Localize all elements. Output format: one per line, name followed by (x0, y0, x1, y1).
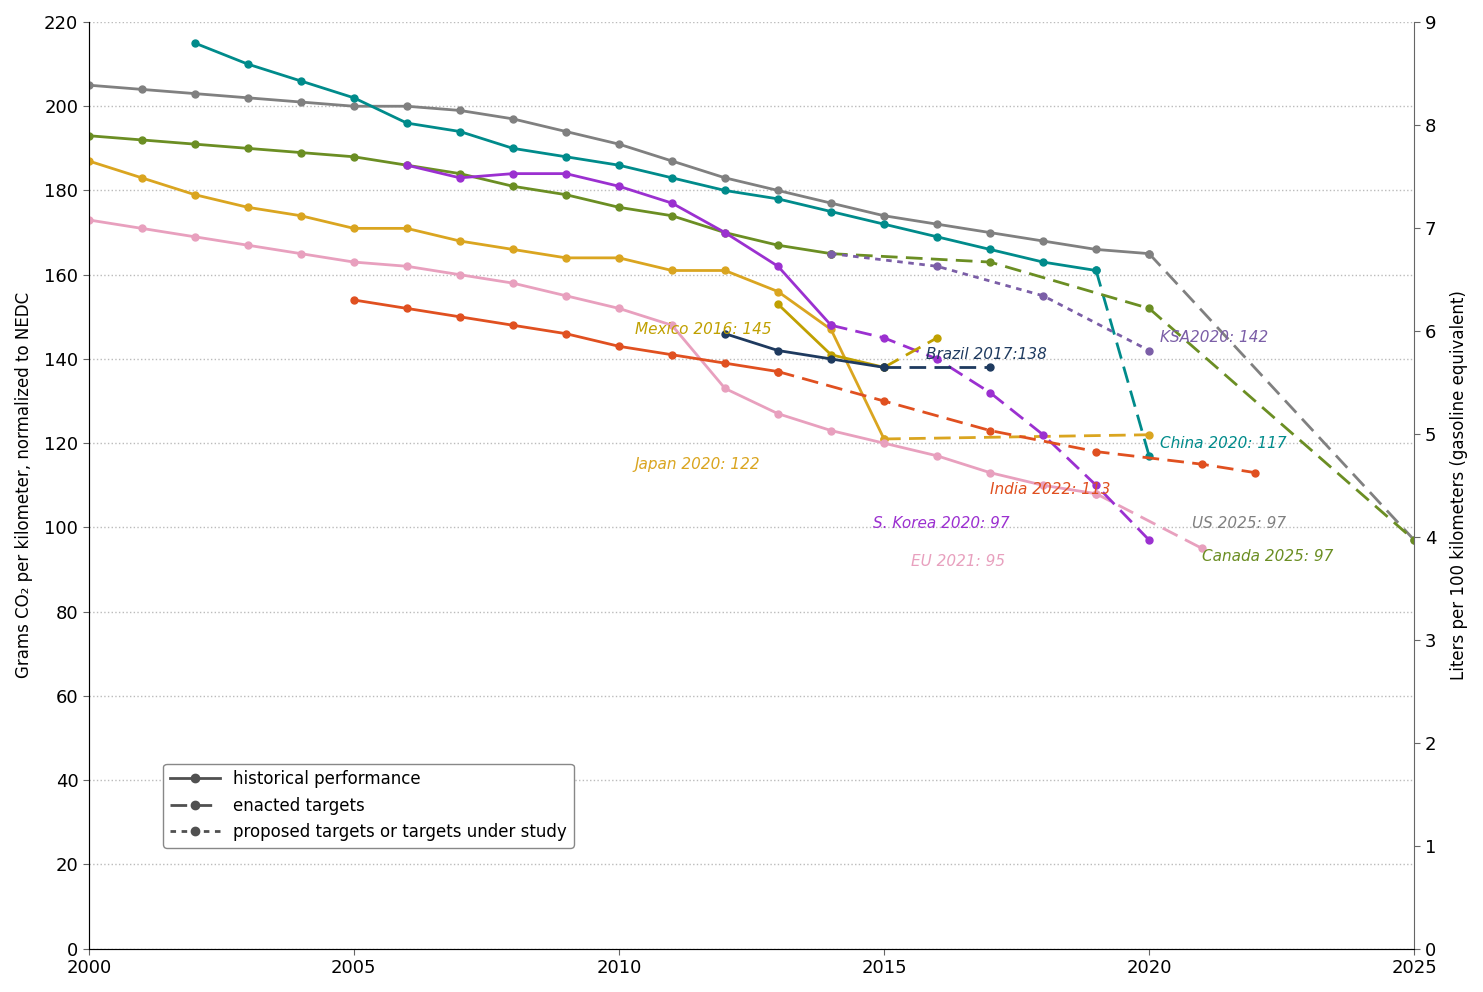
Text: Brazil 2017:138: Brazil 2017:138 (927, 347, 1047, 362)
Y-axis label: Liters per 100 kilometers (gasoline equivalent): Liters per 100 kilometers (gasoline equi… (1450, 291, 1468, 681)
Text: Japan 2020: 122: Japan 2020: 122 (635, 456, 761, 472)
Text: India 2022: 113: India 2022: 113 (991, 482, 1111, 497)
Text: China 2020: 117: China 2020: 117 (1160, 435, 1286, 450)
Text: US 2025: 97: US 2025: 97 (1191, 516, 1286, 531)
Text: S. Korea 2020: 97: S. Korea 2020: 97 (873, 516, 1010, 531)
Legend: historical performance, enacted targets, proposed targets or targets under study: historical performance, enacted targets,… (163, 764, 574, 847)
Text: EU 2021: 95: EU 2021: 95 (911, 554, 1004, 568)
Text: Canada 2025: 97: Canada 2025: 97 (1203, 550, 1333, 564)
Text: KSA2020: 142: KSA2020: 142 (1160, 330, 1268, 345)
Text: Mexico 2016: 145: Mexico 2016: 145 (635, 322, 771, 337)
Y-axis label: Grams CO₂ per kilometer, normalized to NEDC: Grams CO₂ per kilometer, normalized to N… (15, 293, 33, 679)
